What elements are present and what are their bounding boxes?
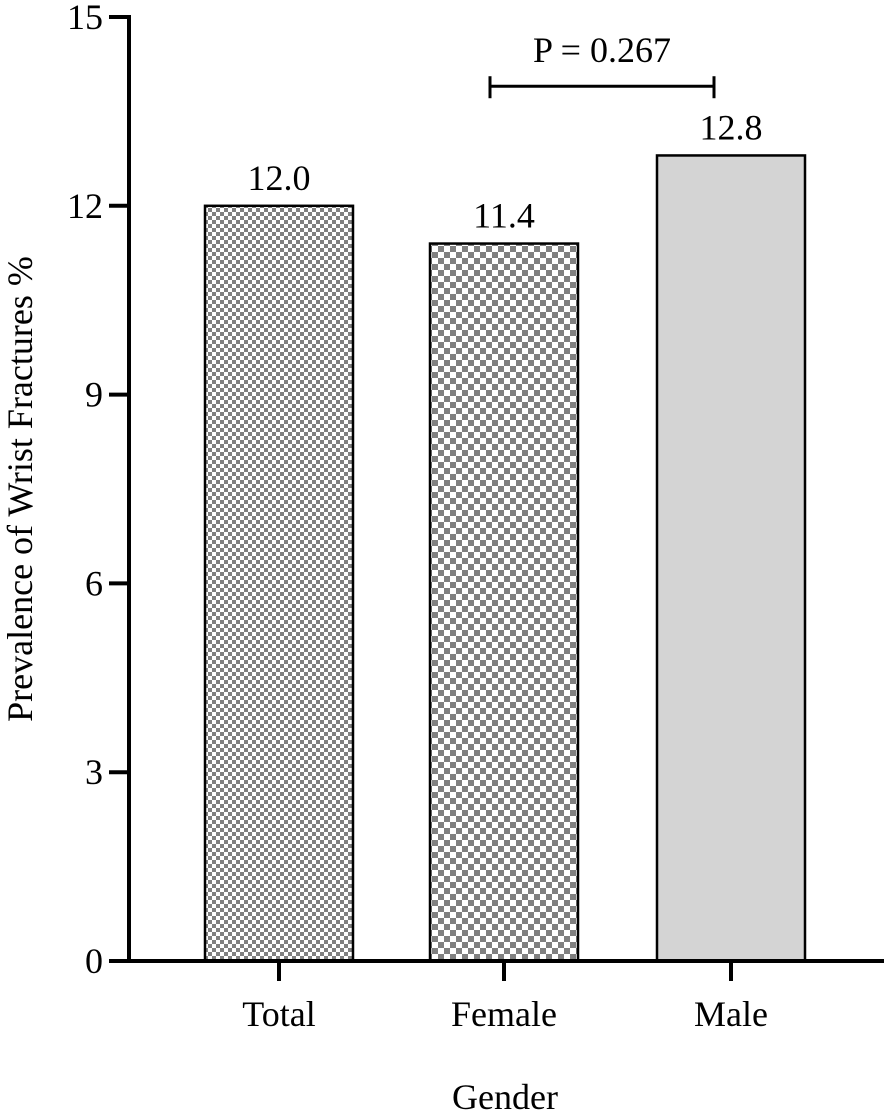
data-label-total: 12.0 [248, 158, 311, 198]
y-tick-label: 15 [67, 0, 103, 37]
bar-male [655, 154, 807, 963]
bar-female [428, 242, 580, 963]
x-axis-title: Gender [452, 1077, 558, 1117]
y-tick-label: 12 [67, 186, 103, 226]
y-axis-title: Prevalence of Wrist Fractures % [0, 256, 40, 722]
x-tick-label-female: Female [451, 994, 557, 1034]
y-tick-label: 6 [85, 563, 103, 603]
y-tick-label: 9 [85, 375, 103, 415]
x-tick-label-male: Male [694, 994, 768, 1034]
x-tick-label-total: Total [242, 994, 315, 1034]
data-label-male: 12.8 [700, 107, 763, 147]
data-label-female: 11.4 [473, 196, 535, 236]
y-tick-label: 3 [85, 752, 103, 792]
bar-total [203, 204, 355, 963]
p-value-label: P = 0.267 [533, 30, 671, 70]
y-tick-label: 0 [85, 941, 103, 981]
